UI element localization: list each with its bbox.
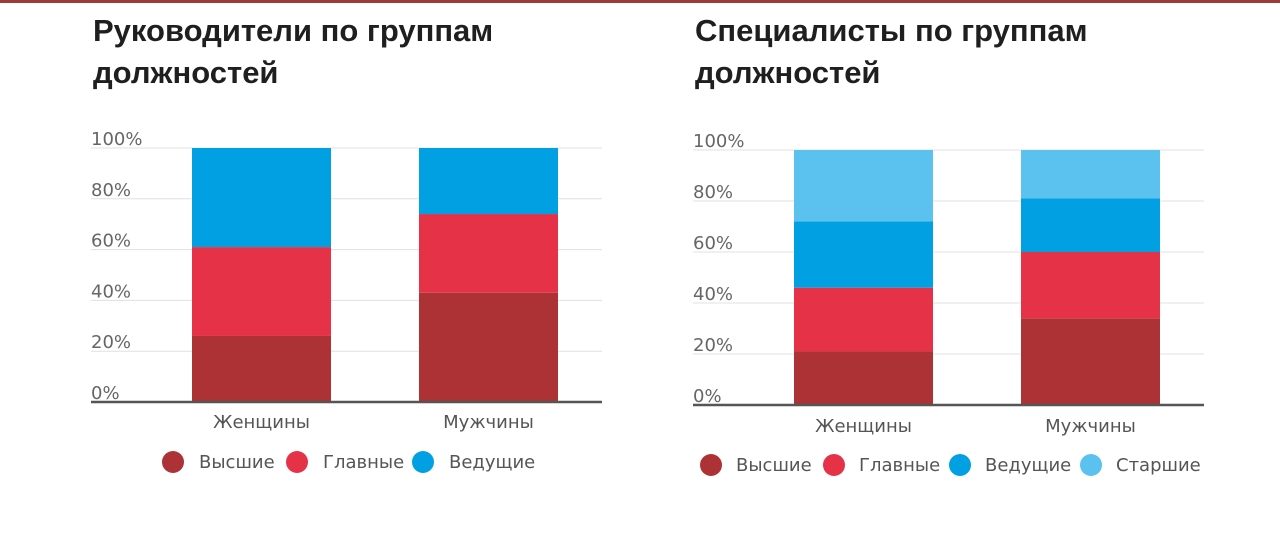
managers-legend-label-2: Ведущие [449,452,535,473]
specialists-y-tick-label-0: 0% [693,386,722,407]
managers-x-tick-label-0: Женщины [213,412,310,433]
managers-y-tick-label-5: 100% [91,129,142,150]
managers-legend-label-1: Главные [323,452,404,473]
chart-title-managers: Руководители по группам должностей [93,13,494,90]
specialists-y-tick-label-1: 20% [693,335,733,356]
specialists-bar-1-2 [1021,198,1160,252]
specialists-bar-0-0 [794,351,933,405]
specialists-bar-0-1 [794,287,933,352]
specialists-x-tick-label-1: Мужчины [1045,416,1136,437]
managers-y-tick-label-4: 80% [91,180,131,201]
top-border [0,0,1280,3]
managers-bar-0-1 [192,247,331,336]
specialists-bar-0-2 [794,221,933,288]
specialists-bar-0-3 [794,150,933,222]
specialists-y-tick-label-3: 60% [693,233,733,254]
managers-bar-0-2 [192,148,331,248]
chart-title-specialists: Специалисты по группам должностей [695,13,1088,90]
managers-y-tick-label-3: 60% [91,231,131,252]
managers-y-tick-label-2: 40% [91,281,131,302]
managers-bar-1-2 [419,148,558,215]
specialists-legend-label-3: Старшие [1116,455,1201,476]
managers-x-tick-label-1: Мужчины [443,412,534,433]
specialists-y-tick-label-2: 40% [693,284,733,305]
managers-legend-swatch-2 [412,451,434,473]
specialists-x-tick-label-0: Женщины [815,416,912,437]
specialists-y-tick-label-4: 80% [693,182,733,203]
specialists-legend-label-1: Главные [859,455,940,476]
specialists-legend-label-0: Высшие [736,455,812,476]
specialists-bar-1-0 [1021,318,1160,405]
specialists-bar-1-1 [1021,252,1160,319]
managers-legend-swatch-1 [286,451,308,473]
managers-legend-label-0: Высшие [199,452,275,473]
specialists-legend-swatch-2 [949,454,971,476]
managers-y-tick-label-0: 0% [91,383,120,404]
specialists-legend-swatch-3 [1080,454,1102,476]
managers-bar-1-0 [419,292,558,402]
specialists-legend-label-2: Ведущие [985,455,1071,476]
managers-bar-1-1 [419,214,558,293]
managers-legend-swatch-0 [162,451,184,473]
managers-bar-0-0 [192,335,331,402]
specialists-legend-swatch-0 [700,454,722,476]
managers-y-tick-label-1: 20% [91,332,131,353]
specialists-y-tick-label-5: 100% [693,131,744,152]
specialists-bar-1-3 [1021,150,1160,199]
specialists-legend-swatch-1 [823,454,845,476]
